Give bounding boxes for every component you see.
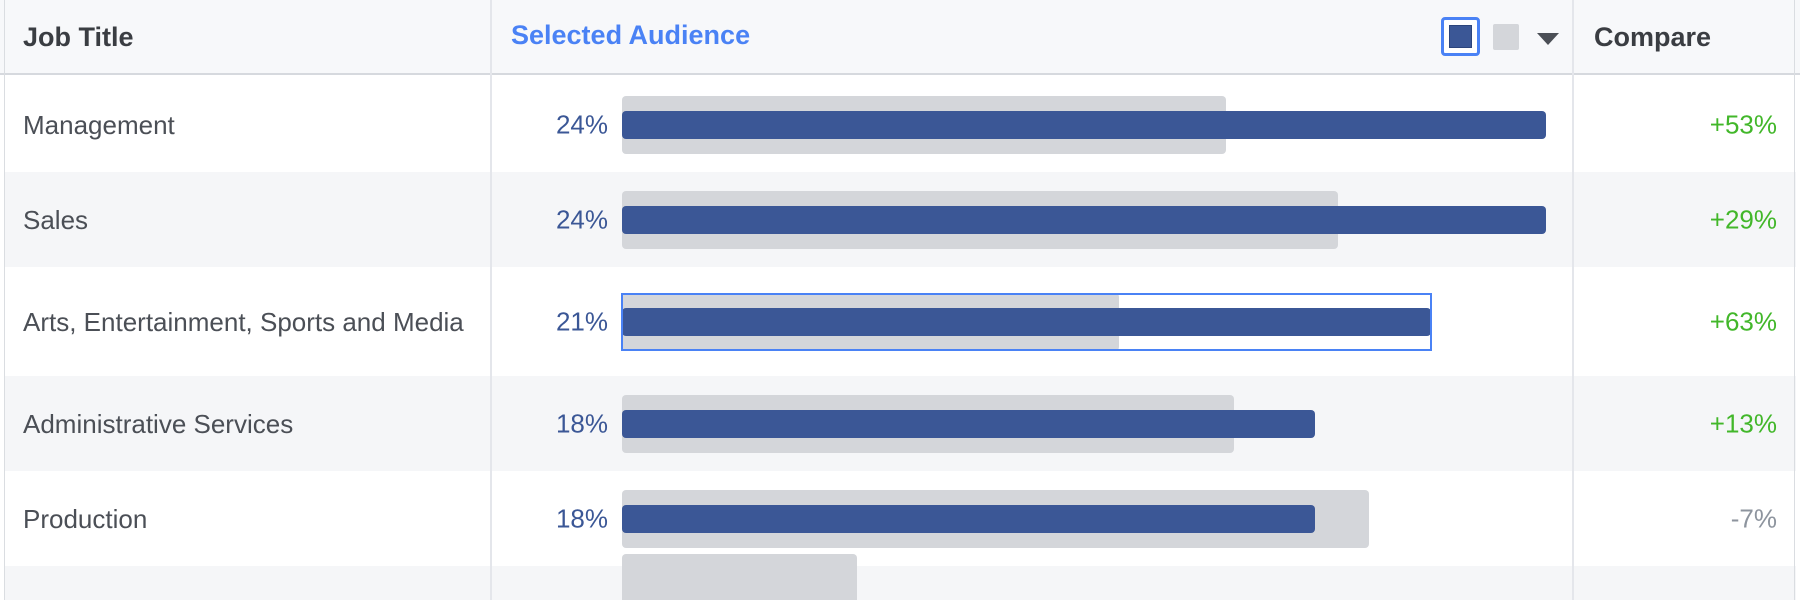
selected-audience-header[interactable]: Selected Audience [511,20,751,50]
job-title-label: Management [23,109,175,140]
job-title-label: Administrative Services [23,408,294,439]
compare-value: -7% [1730,503,1777,533]
caret-down-icon[interactable] [1537,33,1559,45]
job-title-header: Job Title [23,22,134,52]
compare-value: +13% [1709,408,1777,438]
compare-value: +53% [1709,109,1777,139]
selected-swatch-fill [1449,25,1472,48]
audience-percentage: 18% [555,503,608,533]
table-row[interactable] [5,566,1796,600]
table-row[interactable]: Arts, Entertainment, Sports and Media 21%… [5,267,1796,376]
selected-audience-bar[interactable] [622,110,1546,139]
audience-percentage: 24% [555,109,608,139]
selected-audience-bar[interactable] [622,409,1315,438]
selected-audience-swatch-icon[interactable] [1441,17,1480,56]
audience-percentage: 18% [555,408,608,438]
column-divider [1572,0,1574,600]
hover-highlight-box [621,292,1432,351]
job-title-label: Production [23,503,148,534]
audience-percentage: 21% [555,306,608,336]
table-row[interactable]: Management 24% +53% [5,77,1796,172]
selected-audience-bar[interactable] [622,504,1315,533]
table-row[interactable]: Production 18% -7% [5,471,1796,566]
header-row: Job Title Selected Audience Compare [5,0,1796,75]
audience-percentage: 24% [555,204,608,234]
benchmark-bar [622,554,857,600]
column-divider [490,0,492,600]
job-title-label: Sales [23,204,89,235]
selected-audience-bar[interactable] [622,205,1546,234]
job-title-label: Arts, Entertainment, Sports and Media [23,306,464,337]
compare-value: +29% [1709,204,1777,234]
table-frame [4,0,1795,600]
compare-value: +63% [1709,306,1777,336]
benchmark-swatch-icon[interactable] [1493,24,1519,50]
selected-audience-bar[interactable] [622,307,1431,336]
compare-header: Compare [1594,22,1712,52]
